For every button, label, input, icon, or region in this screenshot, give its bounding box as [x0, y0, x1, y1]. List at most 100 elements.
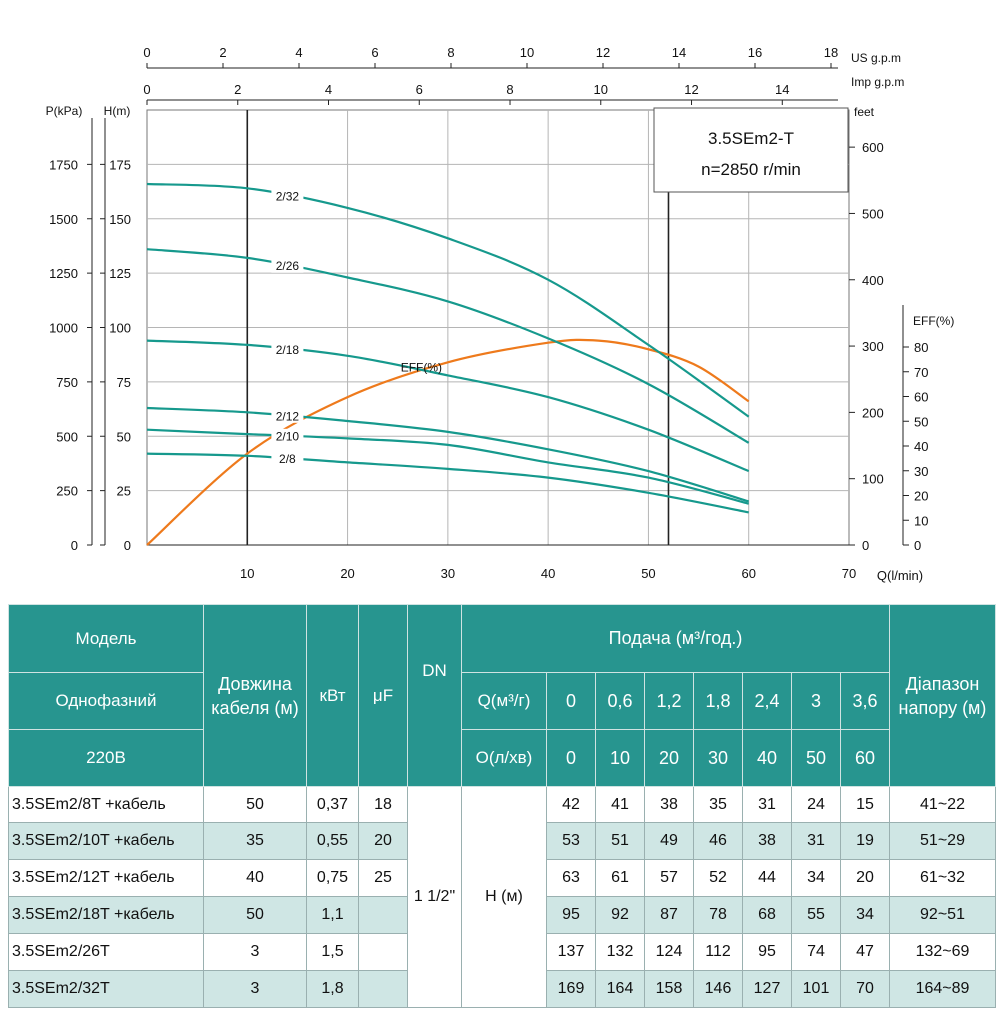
header-single-phase: Однофазний: [8, 672, 204, 730]
cable-length: 3: [203, 933, 307, 971]
head-value: 31: [742, 786, 792, 823]
model-box-title: 3.5SEm2-T: [708, 129, 794, 148]
flow-m3h-value: 2,4: [742, 672, 792, 730]
head-value: 132: [595, 933, 645, 971]
q-tick-label: 10: [240, 566, 254, 581]
head-value: 70: [840, 970, 890, 1008]
us-gpm-tick-label: 0: [143, 45, 150, 60]
head-value: 57: [644, 859, 694, 897]
head-axis-title: H(m): [104, 104, 131, 118]
efficiency-curve: [146, 338, 750, 546]
head-value: 42: [546, 786, 596, 823]
eff-tick-label: 50: [914, 414, 928, 429]
q-tick-label: 40: [541, 566, 555, 581]
head-tick-label: 25: [117, 484, 131, 499]
head-range: 41~22: [889, 786, 996, 823]
head-value: 52: [693, 859, 743, 897]
dn-value: 1 1/2": [407, 786, 462, 1008]
flow-lmin-value: 20: [644, 729, 694, 787]
head-value: 34: [791, 859, 841, 897]
head-value: 78: [693, 896, 743, 934]
us-gpm-tick-label: 6: [371, 45, 378, 60]
head-tick-label: 0: [124, 538, 131, 553]
eff-tick-label: 30: [914, 464, 928, 479]
header-cable-length: Довжина кабеля (м): [203, 604, 307, 787]
head-range: 92~51: [889, 896, 996, 934]
head-value: 137: [546, 933, 596, 971]
head-value: 158: [644, 970, 694, 1008]
flow-m3h-value: 3: [791, 672, 841, 730]
capacitor-uf: 18: [358, 786, 408, 823]
model-box-speed: n=2850 r/min: [701, 160, 801, 179]
imp-gpm-tick-label: 0: [143, 82, 150, 97]
flow-lmin-value: 10: [595, 729, 645, 787]
capacitor-uf: 20: [358, 822, 408, 860]
cable-length: 50: [203, 896, 307, 934]
feet-tick-label: 500: [862, 206, 884, 221]
head-value: 101: [791, 970, 841, 1008]
flow-m3h-value: 3,6: [840, 672, 890, 730]
header-q-lmin: О(л/хв): [461, 729, 547, 787]
q-tick-label: 70: [842, 566, 856, 581]
flow-lmin-value: 40: [742, 729, 792, 787]
curve-2-10: [146, 428, 749, 505]
flow-lmin-value: 0: [546, 729, 596, 787]
head-tick-label: 100: [109, 321, 131, 336]
head-value: 169: [546, 970, 596, 1008]
head-value: 15: [840, 786, 890, 823]
head-value: 87: [644, 896, 694, 934]
eff-tick-label: 10: [914, 513, 928, 528]
head-value: 74: [791, 933, 841, 971]
q-tick-label: 50: [641, 566, 655, 581]
head-tick-label: 75: [117, 375, 131, 390]
head-value: 38: [644, 786, 694, 823]
head-value: 35: [693, 786, 743, 823]
cable-length: 3: [203, 970, 307, 1008]
head-value: 47: [840, 933, 890, 971]
curve-label-bg: [271, 428, 304, 443]
curve-2-18: [146, 339, 750, 473]
head-tick-label: 125: [109, 266, 131, 281]
model-name: 3.5SEm2/32T: [8, 970, 204, 1008]
curve-label-bg: [271, 258, 304, 273]
pressure-tick-label: 250: [56, 484, 78, 499]
curve-label: 2/12: [276, 409, 300, 423]
us-gpm-tick-label: 18: [824, 45, 838, 60]
capacitor-uf: [358, 970, 408, 1008]
imp-gpm-axis-title: Imp g.p.m: [851, 75, 904, 89]
us-gpm-tick-label: 8: [447, 45, 454, 60]
pressure-tick-label: 750: [56, 375, 78, 390]
head-value: 51: [595, 822, 645, 860]
head-value: 20: [840, 859, 890, 897]
efficiency-label: EFF(%): [401, 361, 442, 375]
head-value: 127: [742, 970, 792, 1008]
q-tick-label: 20: [340, 566, 354, 581]
table-row: 3.5SEm2/26T 3 1,5 137 132 124 112 95 74 47 132~69: [8, 933, 996, 971]
feet-tick-label: 100: [862, 472, 884, 487]
spec-table: Модель Довжина кабеля (м) кВт μF DN Пода…: [8, 604, 996, 1008]
head-value: 95: [742, 933, 792, 971]
curve-label: 2/10: [276, 429, 300, 443]
head-value: 92: [595, 896, 645, 934]
curve-label: 2/26: [276, 259, 300, 273]
header-flow: Подача (м³/год.): [461, 604, 890, 673]
curve-label: 2/32: [276, 190, 300, 204]
eff-tick-label: 40: [914, 439, 928, 454]
q-axis-title: Q(l/min): [877, 568, 923, 583]
header-dn: DN: [407, 604, 462, 787]
flow-lmin-value: 60: [840, 729, 890, 787]
power-kw: 1,8: [306, 970, 359, 1008]
eff-tick-label: 80: [914, 340, 928, 355]
head-value: 49: [644, 822, 694, 860]
pressure-tick-label: 500: [56, 429, 78, 444]
us-gpm-tick-label: 4: [295, 45, 302, 60]
imp-gpm-tick-label: 14: [775, 82, 789, 97]
model-name: 3.5SEm2/8T +кабель: [8, 786, 204, 823]
head-range: 164~89: [889, 970, 996, 1008]
head-tick-label: 150: [109, 212, 131, 227]
imp-gpm-tick-label: 4: [325, 82, 332, 97]
eff-tick-label: 70: [914, 365, 928, 380]
head-value: 146: [693, 970, 743, 1008]
curve-label-bg: [271, 451, 304, 466]
us-gpm-tick-label: 12: [596, 45, 610, 60]
